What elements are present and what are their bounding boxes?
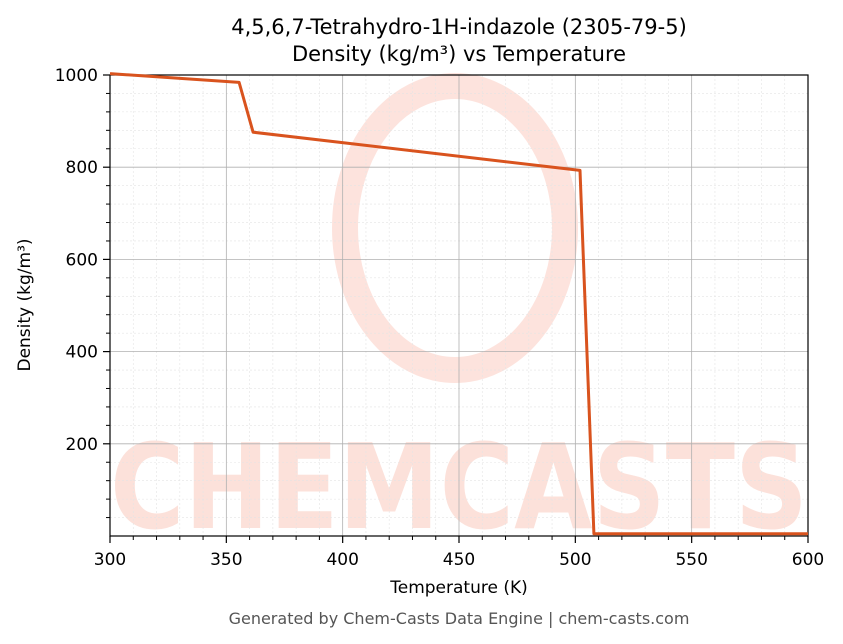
- density-series-line: [109, 72, 808, 536]
- y-tick-label: 1000: [55, 66, 98, 86]
- footer-credit: Generated by Chem-Casts Data Engine | ch…: [229, 609, 690, 628]
- x-tick-label: 300: [94, 550, 126, 570]
- y-tick-label: 400: [66, 343, 98, 363]
- chart-subtitle: Density (kg/m³) vs Temperature: [292, 42, 626, 66]
- x-tick-label: 350: [210, 550, 242, 570]
- x-tick-label: 400: [326, 550, 358, 570]
- y-axis-label: Density (kg/m³): [15, 238, 35, 371]
- x-tick-label: 500: [559, 550, 591, 570]
- y-tick-labels: 200 400 600 800 1000: [55, 66, 98, 455]
- series-layer: [109, 72, 808, 536]
- y-tick-label: 800: [66, 158, 98, 178]
- x-axis-label: Temperature (K): [389, 578, 528, 598]
- x-tick-label: 600: [792, 550, 824, 570]
- x-tick-label: 550: [675, 550, 707, 570]
- y-tick-label: 600: [66, 250, 98, 270]
- y-tick-label: 200: [66, 435, 98, 455]
- x-tick-label: 450: [443, 550, 475, 570]
- x-tick-labels: 300 350 400 450 500 550 600: [94, 550, 824, 570]
- axis-ticks: [103, 74, 809, 543]
- chart-title: 4,5,6,7-Tetrahydro-1H-indazole (2305-79-…: [231, 15, 687, 39]
